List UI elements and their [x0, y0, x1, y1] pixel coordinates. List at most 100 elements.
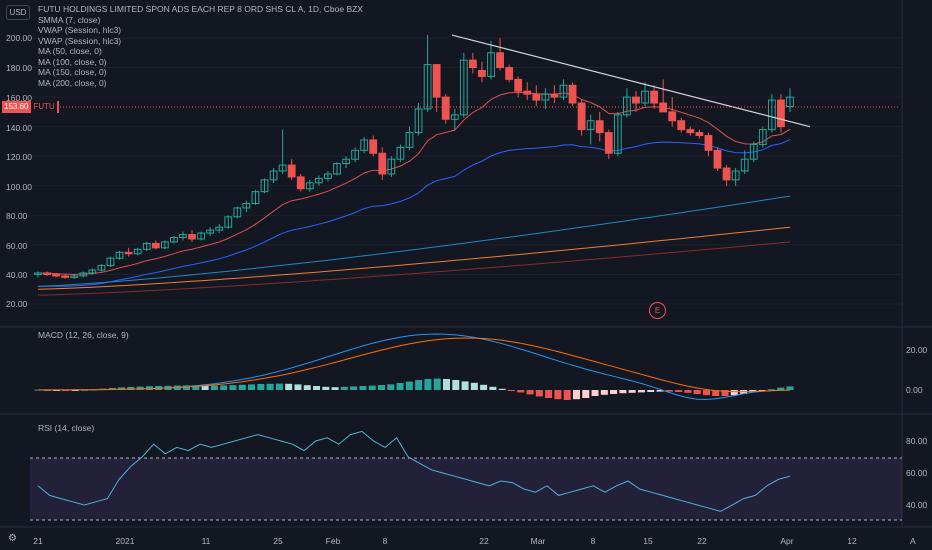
macd-bar: [721, 390, 729, 396]
legend-ma150[interactable]: MA (150, close, 0): [38, 67, 107, 77]
candle-body: [613, 114, 622, 154]
candle-body: [133, 248, 142, 255]
candle-body: [179, 234, 187, 239]
macd-bar: [257, 384, 265, 390]
macd-bar: [656, 390, 664, 392]
candle-body: [287, 164, 296, 178]
macd-bar: [702, 390, 710, 396]
candle-body: [713, 149, 722, 169]
macd-bar: [192, 385, 200, 390]
candle-body: [142, 242, 151, 250]
macd-bar: [71, 390, 79, 391]
macd-bar: [767, 389, 775, 391]
macd-bar: [359, 386, 367, 390]
macd-bar: [62, 390, 70, 391]
macd-bar: [378, 385, 386, 390]
trend-line[interactable]: [451, 34, 811, 128]
macd-bar: [80, 389, 88, 391]
macd-bar: [322, 386, 330, 390]
macd-bar: [266, 383, 274, 390]
rsi-axis-tick: 60.00: [906, 468, 928, 478]
candle-body: [314, 177, 323, 184]
legend-vwap-2[interactable]: VWAP (Session, hlc3): [38, 35, 122, 46]
candle-body: [351, 149, 360, 160]
gear-icon[interactable]: ⚙: [8, 533, 17, 544]
legend-vwap-1[interactable]: VWAP (Session, hlc3): [38, 25, 122, 35]
chart-title[interactable]: FUTU HOLDINGS LIMITED SPON ADS EACH REP …: [38, 4, 363, 14]
candle-body: [97, 265, 106, 271]
candle-body: [224, 216, 233, 228]
candle-body: [405, 132, 414, 148]
price-axis-tick: 140.00: [6, 123, 32, 133]
macd-bar: [368, 385, 376, 390]
candle-body: [577, 102, 586, 131]
macd-bar: [665, 390, 673, 392]
candle-body: [70, 275, 79, 278]
macd-bar: [396, 383, 404, 390]
macd-bar: [442, 379, 450, 390]
candle-body: [496, 52, 504, 69]
rsi-line: [37, 430, 791, 512]
candle-body: [206, 229, 215, 234]
candle-body: [260, 179, 269, 193]
macd-title[interactable]: MACD (12, 26, close, 9): [38, 330, 129, 340]
candle-body: [160, 241, 169, 249]
candle-body: [740, 158, 749, 172]
legend-ma200[interactable]: MA (200, close, 0): [38, 77, 107, 88]
macd-bar: [498, 388, 506, 390]
ma100-line: [37, 195, 791, 287]
time-axis-tick: 8: [382, 536, 388, 546]
time-axis-tick: 11: [201, 536, 211, 546]
currency-label[interactable]: USD: [6, 5, 30, 20]
macd-bar: [554, 390, 562, 400]
macd-bar: [452, 380, 460, 390]
macd-bar: [572, 390, 580, 400]
macd-bar: [712, 390, 720, 396]
macd-bar: [229, 385, 237, 390]
price-axis-tick: 40.00: [6, 270, 28, 280]
time-axis-tick: 21: [33, 536, 43, 546]
macd-bar: [526, 390, 534, 395]
macd-bar: [433, 378, 441, 390]
candle-body: [559, 84, 568, 98]
macd-bar: [582, 390, 590, 398]
symbol-badge: FUTU: [31, 101, 57, 113]
candle-body: [423, 64, 432, 110]
candle-body: [61, 275, 70, 278]
candle-body: [777, 99, 785, 128]
macd-axis-tick: 0.00: [906, 385, 923, 395]
macd-axis-tick: 20.00: [906, 345, 928, 355]
candle-body: [151, 242, 160, 249]
candle-body: [242, 203, 251, 209]
macd-bar: [220, 385, 228, 390]
macd-bar: [108, 388, 116, 390]
candle-body: [550, 93, 559, 98]
legend-ma50[interactable]: MA (50, close, 0): [38, 46, 102, 56]
candle-body: [767, 99, 776, 131]
macd-bar: [53, 390, 61, 391]
legend-ma100[interactable]: MA (100, close, 0): [38, 56, 107, 67]
macd-bar: [238, 384, 246, 390]
macd-bar: [628, 390, 636, 393]
macd-bar: [758, 390, 766, 391]
price-axis-tick: 180.00: [6, 63, 32, 73]
macd-bar: [545, 390, 553, 398]
auto-scale-button[interactable]: A: [910, 536, 916, 546]
earnings-event-marker[interactable]: E: [649, 302, 666, 319]
macd-bar: [610, 390, 618, 394]
rsi-title[interactable]: RSI (14, close): [38, 423, 95, 433]
candle-body: [124, 251, 133, 255]
candle-body: [695, 132, 704, 137]
macd-bar: [340, 386, 348, 390]
last-price-value: 153.60: [4, 102, 29, 111]
candle-body: [333, 163, 341, 175]
legend-smma[interactable]: SMMA (7, close): [38, 14, 101, 25]
macd-bar: [489, 386, 497, 390]
macd-bar: [183, 385, 191, 390]
candle-body: [396, 146, 405, 160]
candle-body: [278, 164, 287, 172]
candle-body: [523, 90, 532, 95]
macd-bar: [470, 382, 478, 390]
candle-body: [586, 120, 595, 131]
